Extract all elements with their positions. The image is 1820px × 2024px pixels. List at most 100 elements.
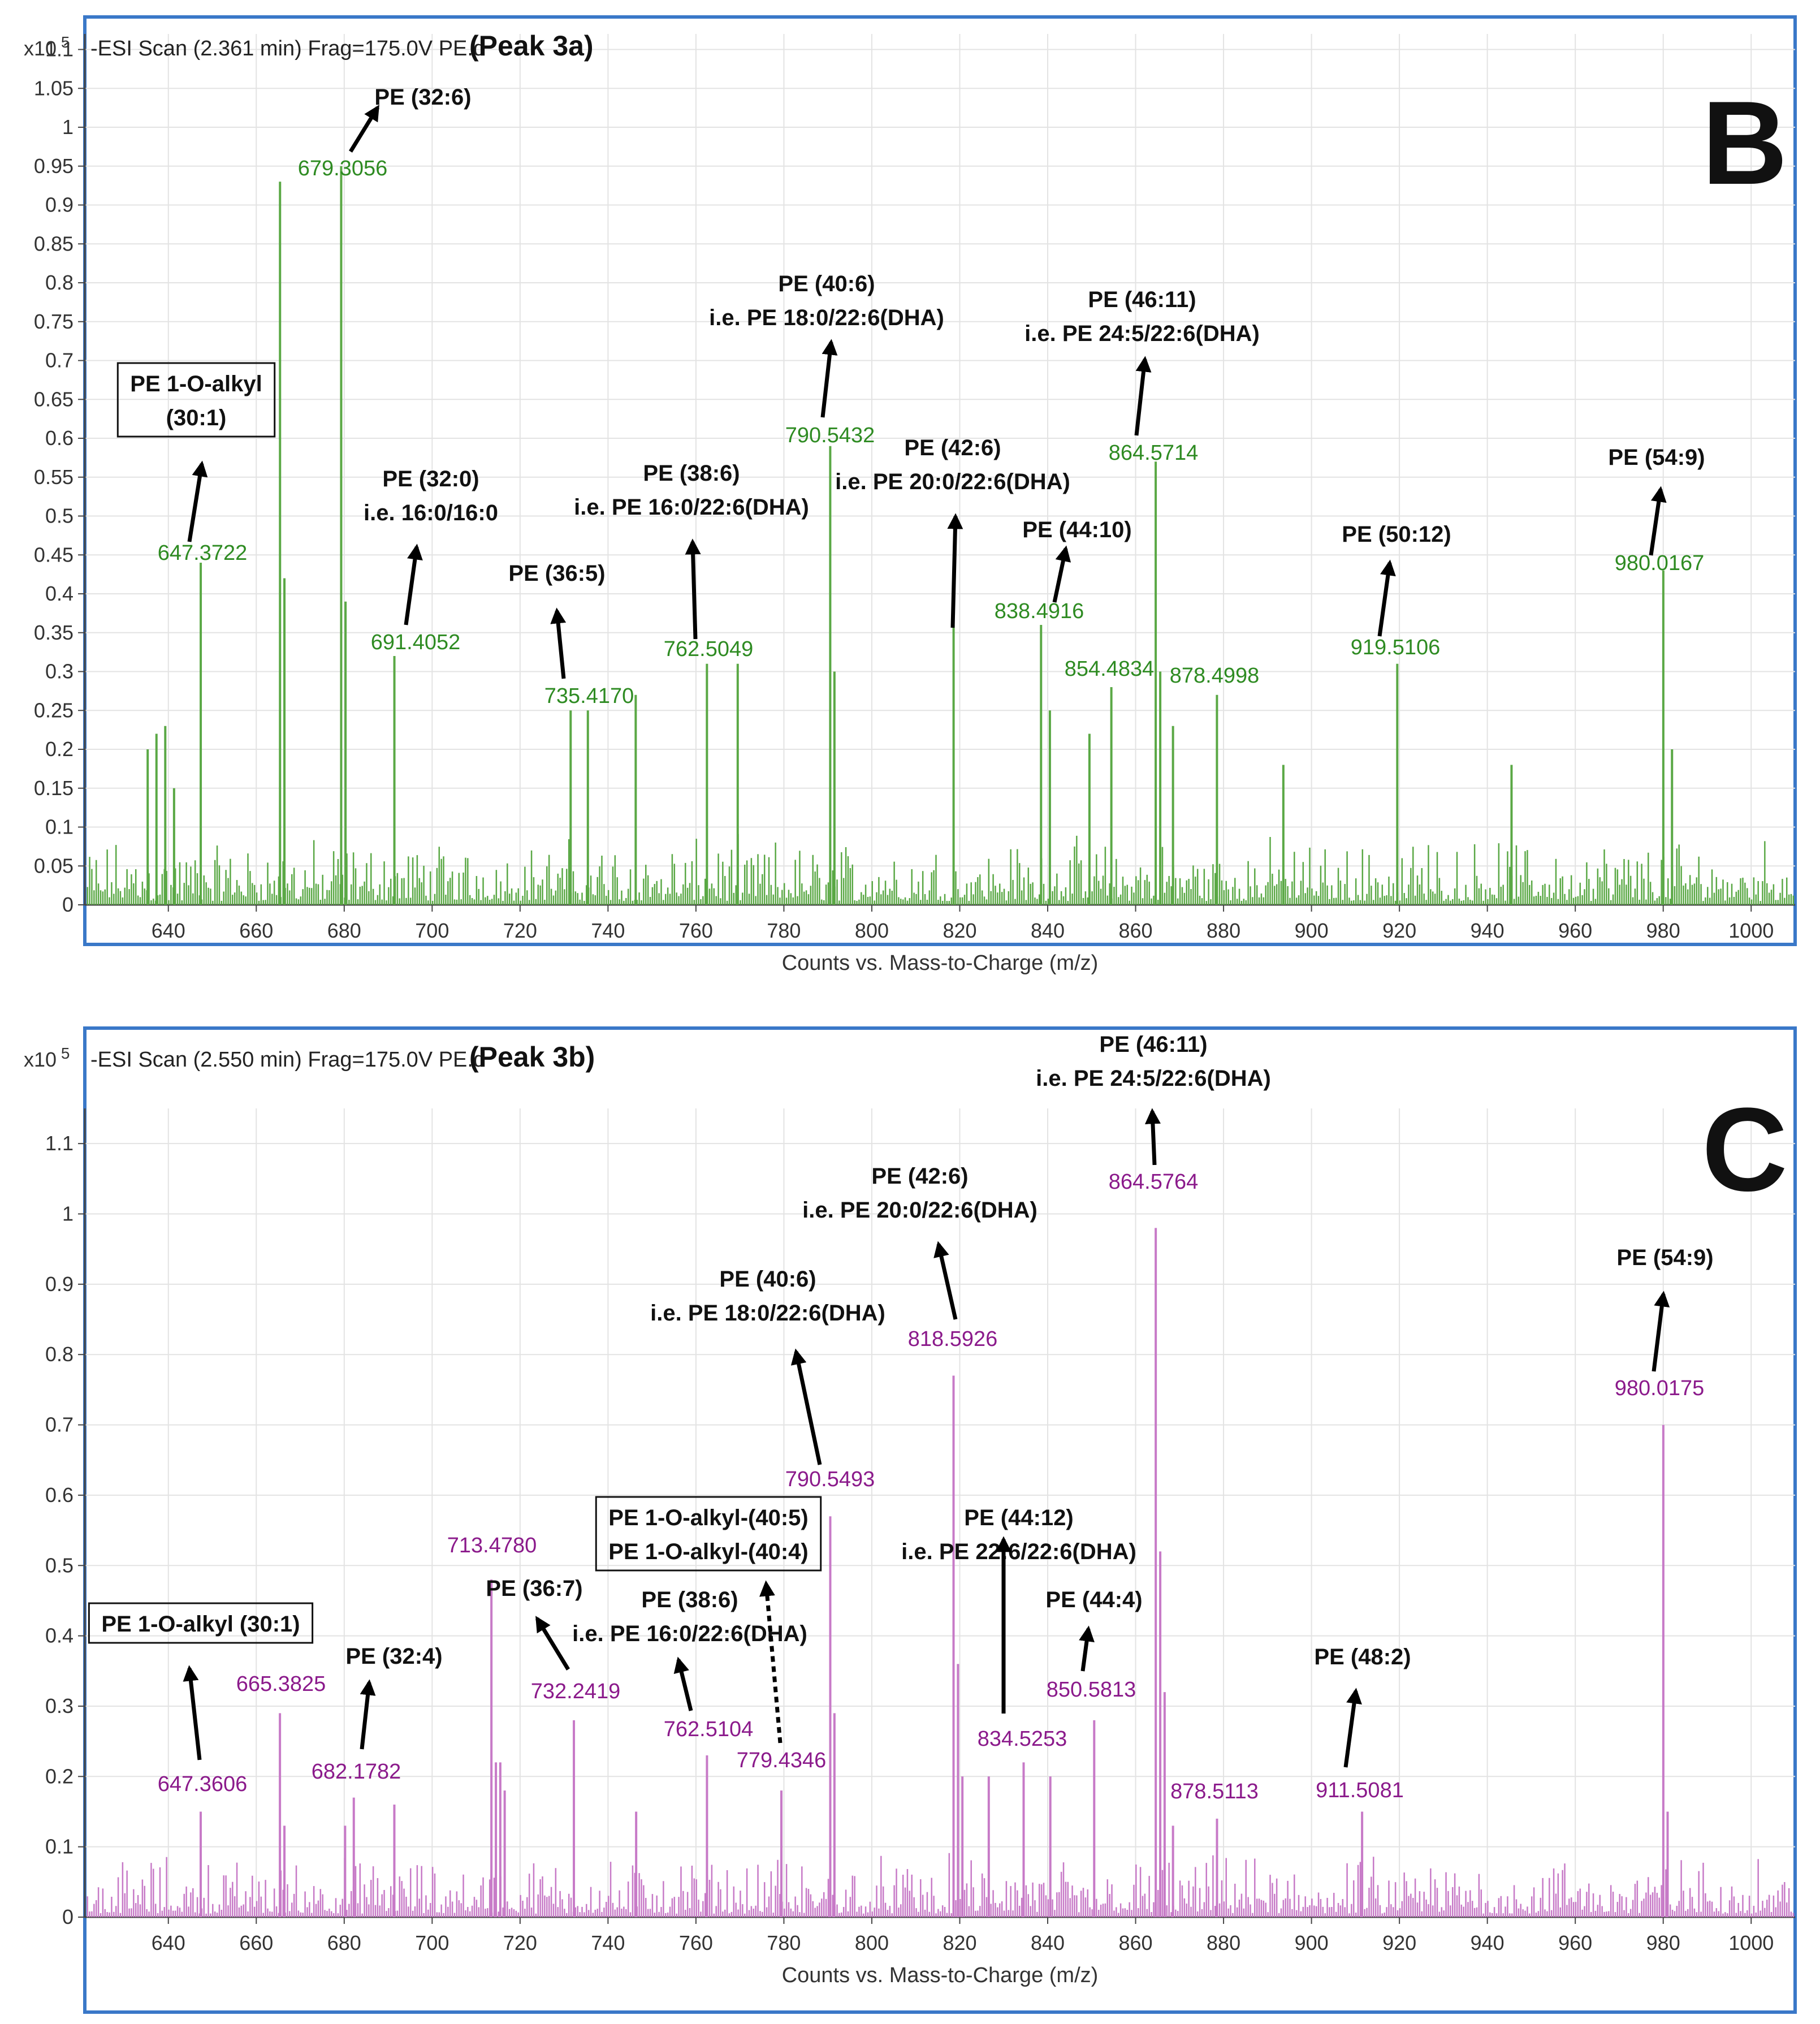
annotation-arrow [1052, 545, 1071, 603]
peak-mz-label: 779.4346 [737, 1749, 827, 1772]
y-multiplier: x10 5 [24, 33, 70, 60]
annotation-arrow [673, 1656, 693, 1711]
peak-title: (Peak 3a) [469, 30, 594, 62]
peak-mz-label: 713.4780 [447, 1534, 537, 1557]
y-tick-label: 0.8 [45, 271, 74, 294]
x-tick-label: 880 [1207, 1931, 1240, 1954]
spectrum-panel-c: 640 660 680 700 720 740 760 780 800 820 840 860 880 9… [24, 1026, 1797, 2014]
y-tick-label: 0.5 [45, 1553, 74, 1577]
peak-mz-label: 647.3722 [158, 541, 248, 565]
peak-mz-label: 864.5764 [1109, 1170, 1199, 1194]
annotation-pe-44-4: PE (44:4) [1045, 1587, 1143, 1672]
y-tick-label: 0.2 [45, 1764, 74, 1788]
peak-title: (Peak 3b) [469, 1041, 595, 1073]
annotation-arrow [1144, 1108, 1161, 1166]
annotation-text: PE (54:9) [1616, 1245, 1713, 1270]
y-tick-label: 0.7 [45, 1413, 74, 1436]
annotation-text: i.e. 16:0/16:0 [364, 500, 498, 525]
annotation-arrow [349, 105, 379, 153]
annotation-text: i.e. PE 24:5/22:6(DHA) [1024, 321, 1260, 346]
annotation-text: PE (42:6) [871, 1164, 968, 1189]
peaks: 647.3606 665.3825 682.1782 713.4780 732.2419… [158, 1170, 1704, 1917]
x-tick-label: 720 [503, 1931, 537, 1954]
x-tick-label: 760 [679, 919, 713, 942]
peak-mz-label: 850.5813 [1047, 1678, 1136, 1702]
annotation-text: i.e. PE 18:0/22:6(DHA) [650, 1301, 885, 1326]
annotation-pe-48-2: PE (48:2) [1314, 1645, 1411, 1768]
annotation-text: PE 1-O-alkyl [130, 372, 262, 396]
x-tick-label: 920 [1382, 1931, 1416, 1954]
peak-mz-label: 854.4834 [1065, 657, 1155, 681]
annotation-arrow [685, 538, 701, 640]
peaks: 647.3722 679.3056 691.4052 735.4170 762.5049… [146, 157, 1704, 905]
peak-mz-label: 691.4052 [371, 631, 461, 654]
x-tick-label: 960 [1558, 1931, 1592, 1954]
y-tick-label: 0.1 [45, 815, 74, 839]
annotation-text: i.e. PE 18:0/22:6(DHA) [709, 305, 944, 330]
peak-mz-label: 818.5926 [908, 1327, 998, 1351]
annotation-pe-40-6: PE (40:6) i.e. PE 18:0/22:6(DHA) [709, 271, 944, 418]
peak-mz-label: 665.3825 [236, 1672, 326, 1696]
peak-mz-label: 919.5106 [1351, 636, 1441, 659]
x-tick-label: 640 [152, 919, 185, 942]
y-tick-label: 0.9 [45, 193, 74, 217]
annotation-arrow [820, 339, 838, 418]
annotation-text: PE (36:5) [508, 561, 605, 586]
peak-mz-label: 735.4170 [544, 684, 634, 708]
annotation-arrow [404, 543, 423, 625]
annotation-pe-54-9: PE (54:9) [1616, 1245, 1714, 1372]
annotation-arrow [1079, 1625, 1095, 1672]
x-tick-label: 860 [1119, 1931, 1153, 1954]
y-tick-label: 1 [62, 1202, 74, 1225]
annotation-text: PE (44:10) [1022, 517, 1131, 542]
annotation-pe-50-12: PE (50:12) [1342, 522, 1451, 637]
annotation-text: PE (32:0) [382, 467, 479, 491]
annotation-text: (30:1) [166, 405, 227, 430]
x-tick-label: 920 [1382, 919, 1416, 942]
annotation-text: PE (32:4) [345, 1644, 442, 1669]
x-axis-label: Counts vs. Mass-to-Charge (m/z) [782, 951, 1099, 975]
x-tick-label: 740 [591, 919, 625, 942]
y-tick-label: 0.5 [45, 504, 74, 528]
annotation-text: PE (38:6) [641, 1587, 738, 1612]
x-tick-label: 1000 [1728, 1931, 1774, 1954]
x-tick-label: 740 [591, 1931, 625, 1954]
annotation-arrow [183, 1665, 202, 1760]
peak-mz-label: 878.5113 [1170, 1780, 1259, 1803]
annotation-text: PE (40:6) [719, 1267, 816, 1292]
x-tick-label: 780 [767, 919, 801, 942]
annotation-text: PE (32:6) [374, 85, 471, 110]
y-tick-label: 1.05 [34, 76, 74, 100]
annotation-text: PE (54:9) [1608, 445, 1705, 470]
annotation-arrow [933, 1241, 958, 1320]
annotation-box [116, 362, 276, 438]
annotation-arrow [1649, 486, 1667, 556]
x-tick-label: 680 [327, 919, 361, 942]
annotation-text: PE (42:6) [904, 435, 1001, 460]
annotation-pe-32-0: PE (32:0) i.e. 16:0/16:0 [364, 467, 498, 625]
annotation-text: PE (36:7) [486, 1576, 582, 1601]
annotation-arrow [1134, 356, 1152, 436]
annotation-pe-40-6: PE (40:6) i.e. PE 18:0/22:6(DHA) [650, 1267, 885, 1465]
x-tick-label: 780 [767, 1931, 801, 1954]
peak-mz-label: 878.4998 [1170, 664, 1260, 688]
x-tick-label: 900 [1295, 1931, 1329, 1954]
annotation-arrow [360, 1679, 376, 1750]
annotation-pe-36-7: PE (36:7) [486, 1576, 583, 1671]
x-tick-label: 680 [327, 1931, 361, 1954]
peak-mz-label: 732.2419 [531, 1680, 621, 1703]
annotation-text: PE 1-O-alkyl-(40:4) [608, 1539, 808, 1564]
y-tick-label: 0.4 [45, 582, 74, 605]
x-tick-label: 940 [1471, 1931, 1505, 1954]
x-tick-label: 820 [943, 1931, 976, 1954]
annotation-arrow [550, 607, 567, 679]
y-tick-label: 1.1 [45, 1132, 74, 1155]
x-tick-label: 720 [503, 919, 537, 942]
annotation-pe-42-6: PE (42:6) i.e. PE 20:0/22:6(DHA) [802, 1164, 1037, 1320]
annotation-text: i.e. PE 20:0/22:6(DHA) [835, 469, 1070, 494]
x-tick-label: 900 [1295, 919, 1329, 942]
y-tick-label: 0.1 [45, 1835, 74, 1858]
x-tick-label: 980 [1646, 1931, 1680, 1954]
scan-header: -ESI Scan (2.550 min) Frag=175.0V PE.d [90, 1048, 485, 1072]
